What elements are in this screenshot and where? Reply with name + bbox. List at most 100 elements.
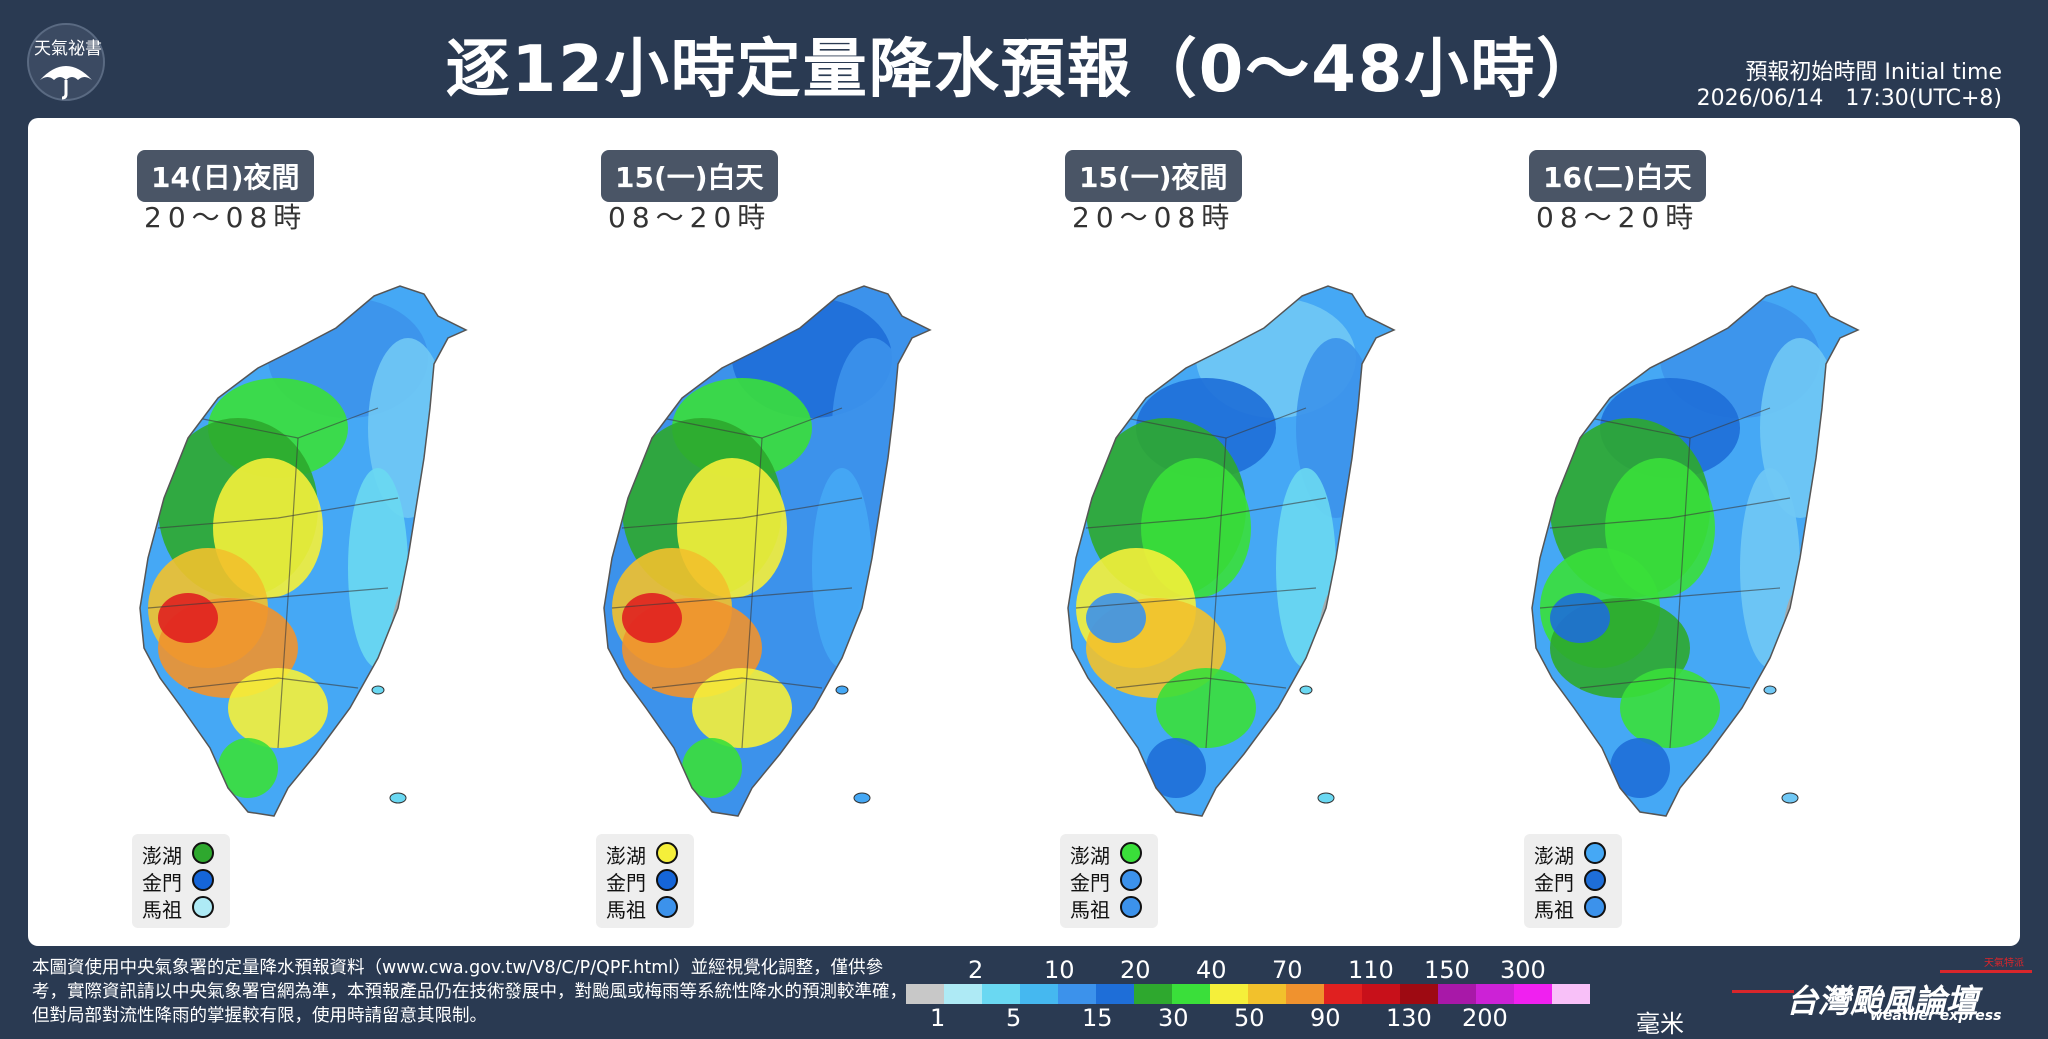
island-dot — [1120, 896, 1142, 918]
scale-label-lower: 200 — [1462, 1004, 1508, 1032]
scale-color-cell — [1514, 984, 1552, 1004]
scale-label-lower: 15 — [1082, 1004, 1113, 1032]
island-dot — [1120, 842, 1142, 864]
scale-label-upper: 70 — [1272, 956, 1303, 984]
map-panel-3: 15(一)夜間 20～08時 澎湖 金門 馬祖 — [986, 118, 1456, 946]
orchid-island — [1317, 792, 1335, 804]
logo-label: 天氣祕書 — [34, 39, 102, 59]
rainfall-zone — [348, 468, 408, 668]
rainfall-zone — [854, 588, 890, 708]
scale-color-cell — [1362, 984, 1400, 1004]
period-label: 14(日)夜間 — [137, 150, 314, 202]
scale-label-upper: 40 — [1196, 956, 1227, 984]
green-island — [1299, 685, 1313, 695]
island-matsu: 馬祖 — [1070, 898, 1110, 922]
scale-label-upper: 20 — [1120, 956, 1151, 984]
period-label: 15(一)白天 — [601, 150, 778, 202]
rainfall-zone — [812, 468, 872, 668]
scale-color-cell — [1552, 984, 1590, 1004]
brand-subtitle: weather express — [1870, 1008, 2002, 1024]
county-boundary — [1579, 677, 1751, 689]
rainfall-zone — [1276, 468, 1336, 668]
island-kinmen: 金門 — [606, 871, 646, 895]
island-matsu: 馬祖 — [1534, 898, 1574, 922]
county-boundary — [651, 677, 823, 689]
scale-label-lower: 90 — [1310, 1004, 1341, 1032]
initial-time-label: 預報初始時間 Initial time — [1745, 60, 2002, 85]
county-boundary — [1539, 587, 1781, 609]
orchid-island — [389, 792, 407, 804]
taiwan-outline — [1531, 285, 1860, 817]
scale-label-lower: 130 — [1386, 1004, 1432, 1032]
scale-color-cell — [1096, 984, 1134, 1004]
scale-label-upper: 2 — [968, 956, 984, 984]
green-island — [835, 685, 849, 695]
island-dot — [192, 869, 214, 891]
scale-color-cell — [906, 984, 944, 1004]
scale-color-cell — [1286, 984, 1324, 1004]
rainfall-zone — [1740, 468, 1800, 668]
rainfall-map-4 — [1531, 285, 1860, 817]
period-label: 15(一)夜間 — [1065, 150, 1242, 202]
rainfall-zone — [692, 668, 792, 748]
county-boundary — [1115, 677, 1287, 689]
scale-label-lower: 5 — [1006, 1004, 1022, 1032]
island-dot — [192, 896, 214, 918]
scale-label-lower: 50 — [1234, 1004, 1265, 1032]
rainfall-zone — [1550, 593, 1610, 643]
island-dot — [1584, 842, 1606, 864]
scale-color-cell — [1400, 984, 1438, 1004]
island-legend: 澎湖 金門 馬祖 — [132, 834, 230, 928]
island-matsu: 馬祖 — [606, 898, 646, 922]
rainfall-zone — [1086, 593, 1146, 643]
island-dot — [656, 896, 678, 918]
county-boundary — [621, 497, 863, 529]
scale-color-cell — [1438, 984, 1476, 1004]
county-boundary — [741, 437, 763, 749]
county-boundary — [1205, 437, 1227, 749]
period-label: 16(二)白天 — [1529, 150, 1706, 202]
scale-color-cell — [1172, 984, 1210, 1004]
rainfall-zone — [158, 593, 218, 643]
brand-tag: 天氣特派 — [1984, 958, 2024, 969]
rainfall-zone — [1146, 738, 1206, 798]
initial-time: 預報初始時間 Initial time 2026/06/14 17:30(UTC… — [1697, 60, 2002, 112]
rainfall-zone — [218, 738, 278, 798]
rainfall-map-2 — [603, 285, 932, 817]
scale-color-cell — [1324, 984, 1362, 1004]
rainfall-zone — [1318, 588, 1354, 708]
island-dot — [1584, 896, 1606, 918]
scale-color-cell — [1248, 984, 1286, 1004]
county-boundary — [1085, 497, 1327, 529]
footer-note: 本圖資使用中央氣象署的定量降水預報資料（www.cwa.gov.tw/V8/C/… — [32, 958, 907, 1026]
scale-color-cell — [1134, 984, 1172, 1004]
scale-color-cell — [982, 984, 1020, 1004]
page-title: 逐12小時定量降水預報（0～48小時） — [445, 33, 1603, 107]
rainfall-zone — [1156, 668, 1256, 748]
map-panel-2: 15(一)白天 08～20時 澎湖 金門 馬祖 — [522, 118, 992, 946]
county-boundary — [611, 587, 853, 609]
map-panel-4: 16(二)白天 08～20時 澎湖 金門 馬祖 — [1450, 118, 1920, 946]
scale-label-upper: 110 — [1348, 956, 1394, 984]
island-dot — [656, 869, 678, 891]
scale-color-cell — [1476, 984, 1514, 1004]
scale-color-cell — [944, 984, 982, 1004]
scale-label-upper: 150 — [1424, 956, 1470, 984]
orchid-island — [1781, 792, 1799, 804]
county-boundary — [1549, 497, 1791, 529]
rainfall-map-1 — [139, 285, 468, 817]
county-boundary — [157, 497, 399, 529]
rainfall-zone — [1610, 738, 1670, 798]
rainfall-zone — [622, 593, 682, 643]
scale-color-cell — [1210, 984, 1248, 1004]
map-panel-1: 14(日)夜間 20～08時 澎湖 金門 馬祖 — [58, 118, 528, 946]
island-matsu: 馬祖 — [142, 898, 182, 922]
island-kinmen: 金門 — [1070, 871, 1110, 895]
island-dot — [192, 842, 214, 864]
island-penghu: 澎湖 — [1534, 844, 1574, 868]
maps-panel: 14(日)夜間 20～08時 澎湖 金門 馬祖 15(一)白天 08～20時 澎… — [28, 118, 2020, 946]
county-boundary — [277, 437, 299, 749]
green-island — [1763, 685, 1777, 695]
island-dot — [1120, 869, 1142, 891]
island-dot — [1584, 869, 1606, 891]
